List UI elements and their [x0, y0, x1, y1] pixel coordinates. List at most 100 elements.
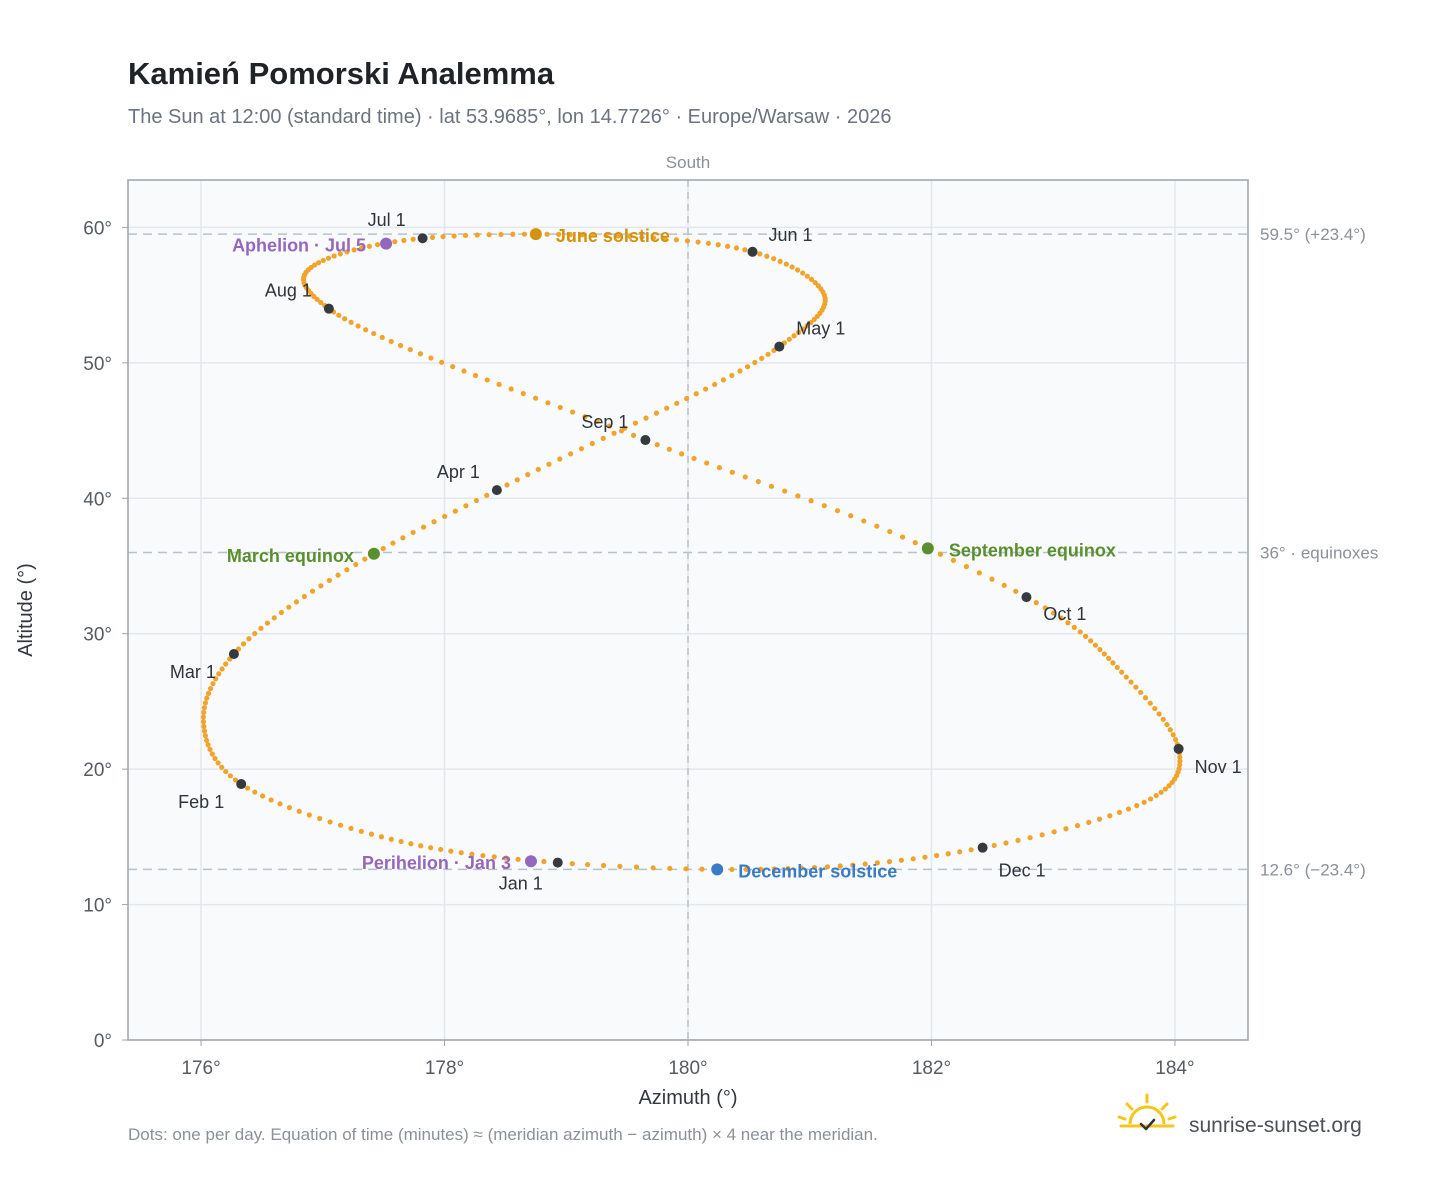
daily-dot: [815, 283, 821, 289]
daily-dot: [1096, 816, 1103, 822]
daily-dot: [278, 609, 285, 616]
daily-dot: [899, 534, 906, 540]
daily-dot: [223, 661, 229, 667]
daily-dot: [768, 483, 775, 489]
daily-dot: [744, 364, 751, 370]
x-tick-label: 182°: [912, 1058, 951, 1079]
daily-dot: [296, 808, 302, 814]
month-marker: [640, 435, 651, 446]
daily-dot: [848, 513, 854, 519]
reference-line-label: 12.6° (−23.4°): [1260, 860, 1366, 879]
daily-dot: [910, 856, 916, 862]
daily-dot: [484, 377, 490, 383]
daily-dot: [556, 231, 562, 237]
daily-dot: [344, 567, 350, 573]
daily-dot: [733, 245, 740, 251]
daily-dot: [808, 319, 814, 326]
daily-dot: [1134, 803, 1140, 809]
daily-dot: [200, 714, 207, 720]
daily-dot: [578, 446, 585, 452]
daily-dot: [207, 685, 214, 692]
daily-dot: [752, 359, 758, 366]
daily-dot: [498, 231, 504, 238]
daily-dot: [650, 865, 656, 871]
daily-dot: [804, 323, 810, 329]
daily-dot: [742, 247, 748, 253]
daily-dot: [401, 237, 407, 243]
daily-dot: [795, 267, 801, 273]
daily-dot: [693, 391, 699, 397]
daily-dot: [557, 456, 563, 462]
month-marker-label: Sep 1: [581, 412, 628, 432]
daily-dot: [617, 863, 623, 869]
daily-dot: [589, 440, 595, 447]
daily-dot: [1077, 629, 1083, 635]
daily-dot: [491, 854, 497, 860]
daily-dot: [309, 588, 316, 594]
daily-dot: [442, 513, 448, 520]
daily-dot: [654, 442, 660, 448]
sun-logo-icon: [1117, 1093, 1177, 1131]
daily-dot: [789, 264, 795, 270]
daily-dot: [1141, 799, 1147, 805]
daily-dot: [568, 451, 574, 457]
daily-dot: [245, 785, 251, 791]
month-marker-label: Jun 1: [769, 225, 813, 245]
daily-dot: [757, 866, 764, 872]
daily-dot: [579, 232, 585, 238]
daily-dot: [1106, 655, 1112, 661]
y-tick-label: 0°: [94, 1031, 112, 1052]
daily-dot: [569, 861, 575, 867]
daily-dot: [615, 233, 621, 239]
daily-dot: [1170, 732, 1176, 738]
daily-dot: [886, 859, 893, 865]
daily-dot: [331, 253, 337, 259]
daily-dot: [219, 666, 225, 672]
brand-logo[interactable]: sunrise-sunset.org: [1117, 1093, 1362, 1137]
daily-dot: [1169, 779, 1175, 786]
daily-dot: [743, 866, 749, 872]
daily-dot: [252, 630, 258, 637]
daily-dot: [594, 418, 600, 425]
daily-dot: [1153, 793, 1159, 799]
daily-dot: [1058, 615, 1064, 621]
daily-dot: [603, 232, 609, 239]
daily-dot: [429, 234, 436, 240]
daily-dot: [1164, 721, 1170, 728]
daily-dot: [1177, 754, 1183, 760]
daily-dot: [363, 327, 369, 333]
daily-dot: [667, 865, 673, 871]
daily-dot: [699, 866, 705, 872]
daily-dot: [480, 852, 486, 859]
daily-dot: [293, 599, 300, 605]
event-marker: [524, 855, 537, 868]
daily-dot: [633, 864, 640, 870]
daily-dot: [791, 333, 797, 339]
daily-dot: [585, 861, 591, 868]
daily-dot: [874, 523, 880, 529]
month-marker: [977, 842, 988, 853]
daily-dot: [216, 671, 222, 677]
y-tick-label: 50°: [83, 354, 112, 375]
daily-dot: [320, 257, 326, 264]
daily-dot: [765, 351, 771, 357]
daily-dot: [348, 319, 354, 325]
daily-dot: [715, 242, 721, 248]
daily-dot: [215, 760, 221, 766]
daily-dot: [1065, 620, 1071, 626]
daily-dot: [207, 746, 213, 753]
month-marker: [491, 485, 502, 496]
daily-dot: [532, 395, 539, 401]
daily-dot: [1177, 758, 1183, 764]
daily-dot: [374, 242, 381, 248]
daily-dot: [268, 797, 274, 803]
daily-dot: [1138, 689, 1144, 696]
daily-dot: [729, 372, 735, 379]
daily-dot: [469, 851, 475, 857]
daily-dot: [202, 700, 209, 706]
daily-dot: [201, 728, 208, 734]
daily-dot: [368, 831, 375, 837]
daily-dot: [473, 497, 479, 504]
daily-dot: [463, 503, 469, 509]
